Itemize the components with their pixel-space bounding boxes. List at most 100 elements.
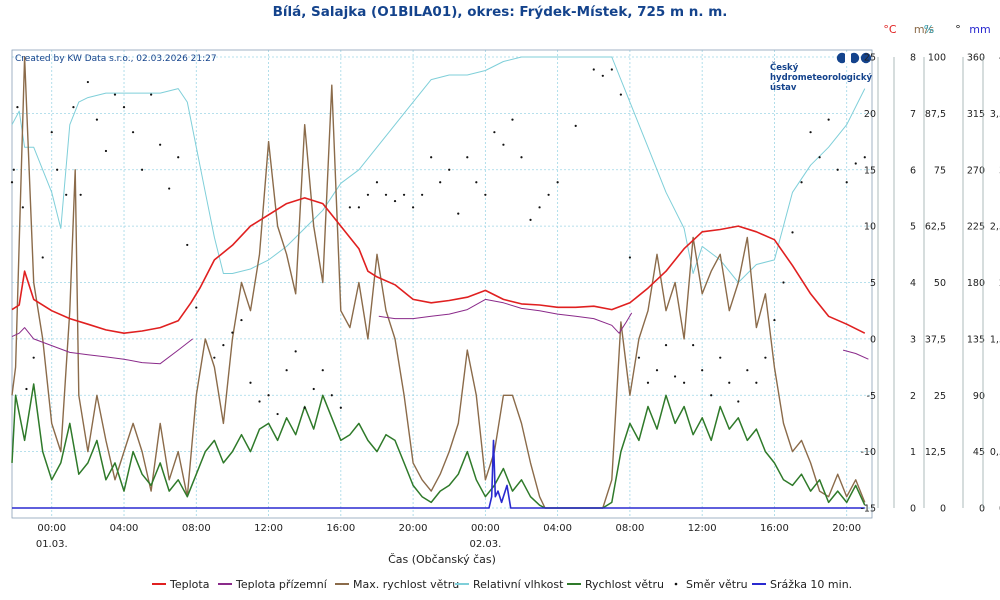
wind-direction-point: [21, 206, 24, 209]
axis-1-unit: m/s: [914, 23, 934, 36]
axis-1-tick: 8: [910, 53, 916, 64]
wind-direction-point: [863, 156, 866, 159]
x-tick-label: 08:00: [615, 523, 644, 534]
axis-0-tick: 20: [864, 109, 876, 120]
wind-direction-point: [683, 381, 686, 384]
axis-3-tick: 225: [967, 222, 985, 233]
wind-direction-point: [411, 206, 415, 209]
wind-direction-point: [267, 394, 270, 397]
wind-direction-point: [502, 143, 505, 146]
axis-3-unit: °: [955, 23, 961, 36]
x-tick-label: 08:00: [182, 523, 211, 534]
wind-direction-point: [637, 356, 641, 359]
wind-direction-point: [159, 143, 162, 146]
wind-direction-point: [773, 318, 776, 322]
wind-direction-point: [321, 369, 324, 372]
axis-3-tick: 135: [967, 334, 985, 345]
x-tick-label: 12:00: [688, 523, 717, 534]
wind-direction-point: [646, 381, 650, 384]
wind-direction-point: [249, 381, 252, 384]
wind-direction-point: [195, 306, 198, 309]
axis-4-tick: 3,5: [990, 109, 1000, 120]
series-line-1-seg-0: [11, 327, 194, 365]
axis-1-tick: 6: [910, 165, 916, 176]
axis-3-tick: 315: [967, 109, 985, 120]
x-tick-label: 16:00: [326, 523, 355, 534]
wind-direction-point: [375, 181, 379, 184]
axis-2-tick: 12,5: [925, 447, 946, 458]
axis-0-tick: -5: [867, 391, 876, 402]
wind-direction-point: [95, 118, 99, 121]
series-line-3: [11, 56, 866, 283]
wind-direction-point: [827, 118, 830, 121]
right-axes: -15-10-50510152025°C012345678m/s012,5253…: [860, 23, 1000, 515]
axis-1-tick: 0: [910, 504, 916, 515]
x-tick-label: 16:00: [760, 523, 789, 534]
axis-1-tick: 2: [910, 391, 916, 402]
wind-direction-point: [72, 106, 75, 109]
wind-direction-point: [357, 206, 360, 209]
axis-3-tick: 360: [967, 53, 985, 64]
axis-2-tick: 100: [928, 53, 946, 64]
axis-1-tick: 5: [910, 222, 916, 233]
wind-direction-point: [511, 118, 514, 121]
wind-direction-point: [574, 124, 577, 128]
wind-direction-point: [538, 206, 541, 209]
wind-direction-point: [231, 331, 234, 334]
x-tick-label: 04:00: [110, 523, 139, 534]
x-tick-label: 20:00: [832, 523, 861, 534]
wind-direction-point: [457, 212, 460, 215]
axis-0-tick: -15: [860, 504, 876, 515]
chmi-logo: Český hydrometeorologický ústav: [770, 52, 872, 93]
chart-title: Bílá, Salajka (O1BILA01), okres: Frýdek-…: [273, 4, 728, 20]
legend-item-6: Srážka 10 min.: [752, 578, 852, 591]
wind-direction-point: [466, 156, 469, 159]
wind-direction-point: [673, 375, 677, 378]
legend-item-2: Max. rychlost větru: [335, 578, 459, 591]
wind-direction-point: [737, 400, 740, 403]
x-tick-label: 00:00: [37, 523, 66, 534]
wind-direction-point: [728, 381, 731, 384]
wind-direction-point: [258, 400, 261, 403]
wind-direction-point: [294, 350, 297, 353]
axis-0-tick: 0: [870, 334, 876, 345]
wind-direction-point: [710, 394, 713, 397]
wind-direction-point: [50, 131, 53, 134]
wind-direction-point: [475, 181, 478, 184]
legend-item-5: Směr větru: [674, 578, 748, 591]
wind-direction-point: [186, 243, 189, 247]
series-line-0: [11, 197, 866, 335]
axis-4-tick: 0,5: [990, 447, 1000, 458]
wind-direction-point: [177, 156, 180, 159]
axis-3-tick: 270: [967, 165, 985, 176]
wind-direction-point: [547, 193, 550, 196]
axis-1-tick: 3: [910, 334, 916, 345]
wind-direction-point: [79, 193, 82, 196]
wind-direction-point: [592, 68, 595, 71]
axis-0-tick: 5: [870, 278, 876, 289]
legend-label-1: Teplota přízemní: [235, 578, 328, 591]
axis-0-unit: °C: [883, 23, 897, 36]
wind-direction-point: [32, 356, 35, 359]
axis-2-tick: 37,5: [925, 334, 946, 345]
wind-direction-point: [601, 74, 604, 77]
wind-direction-point: [393, 199, 397, 203]
series-line-1-seg-2: [842, 349, 869, 360]
axis-0-tick: -10: [860, 447, 876, 458]
legend-item-4: Rychlost větru: [567, 578, 664, 591]
wind-direction-point: [800, 181, 803, 184]
x-axis: 00:00 04:00 08:00 12:00 16:00 20:00 00:00 04:00…: [36, 523, 861, 550]
axis-3-tick: 0: [979, 504, 985, 515]
axis-3-tick: 180: [967, 278, 985, 289]
wind-direction-point: [836, 168, 839, 171]
wind-direction-point: [421, 193, 424, 196]
wind-direction-point: [168, 187, 171, 190]
wind-direction-point: [213, 356, 216, 359]
legend-label-5: Směr větru: [686, 578, 748, 591]
legend-label-4: Rychlost větru: [585, 578, 664, 591]
x-date-label: 02.03.: [469, 539, 501, 550]
wind-direction-point: [854, 162, 857, 165]
x-tick-label: 12:00: [254, 523, 283, 534]
axis-3-tick: 90: [973, 391, 985, 402]
series-line-2: [11, 56, 866, 509]
